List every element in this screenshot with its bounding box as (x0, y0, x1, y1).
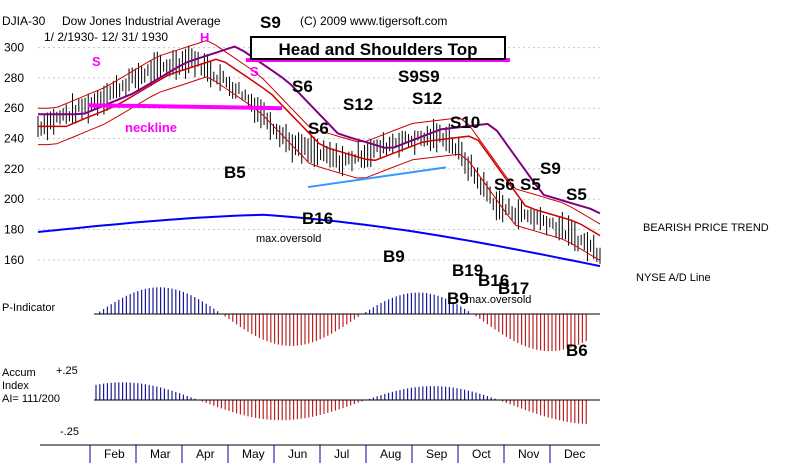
upper-band (38, 39, 601, 225)
signal-label: S6 (494, 175, 515, 194)
lower-band (38, 76, 601, 261)
signal-label: S6 (308, 119, 329, 138)
x-tick-label: May (242, 447, 265, 461)
signal-label: B9 (383, 247, 405, 266)
signal-label: S6 (292, 77, 313, 96)
y-tick-label: 280 (4, 71, 24, 85)
y-tick-label: 180 (4, 223, 24, 237)
accum-label: Accum (2, 367, 36, 379)
y-tick-label: 160 (4, 253, 24, 267)
x-tick-label: Sep (426, 447, 448, 461)
y-axis-ticks: 160 180 200 220 240 260 280 300 (4, 41, 24, 267)
neckline-line (87, 103, 283, 111)
signal-label: S9S9 (398, 67, 440, 86)
signal-label: B17 (498, 279, 529, 298)
y-tick-label: 240 (4, 132, 24, 146)
x-tick-label: Feb (104, 447, 125, 461)
long-moving-average (38, 45, 601, 215)
head-and-shoulders-title: Head and Shoulders Top (250, 36, 506, 60)
minus-label: -.25 (60, 426, 79, 438)
signal-label: B5 (224, 163, 246, 182)
index-label: Index (2, 380, 29, 392)
ai-label: AI= 111/200 (2, 393, 61, 405)
x-tick-label: Oct (472, 447, 491, 461)
moving-average (38, 58, 601, 237)
pattern-letter: S (250, 64, 259, 79)
signal-label: S9 (540, 159, 561, 178)
ticker-label: DJIA-30 (2, 14, 46, 28)
x-tick-label: Aug (380, 447, 401, 461)
signal-label: S12 (343, 95, 373, 114)
y-tick-label: 300 (4, 41, 24, 55)
x-tick-label: Dec (564, 447, 585, 461)
copyright: (C) 2009 www.tigersoft.com (300, 14, 448, 28)
oversold-label: max.oversold (466, 294, 531, 306)
signal-label: S5 (566, 185, 587, 204)
signal-label: B19 (452, 261, 483, 280)
pattern-letter: neckline (125, 120, 177, 135)
p-indicator-label: P-Indicator (2, 302, 56, 314)
index-name: Dow Jones Industrial Average (62, 14, 221, 28)
signal-label: S12 (412, 89, 442, 108)
bearish-label: BEARISH PRICE TREND (643, 222, 769, 234)
signal-label: B16 (478, 271, 509, 290)
plus-label: +.25 (56, 365, 78, 377)
signal-label: B6 (566, 341, 588, 360)
date-range: 1/ 2/1930- 12/ 31/ 1930 (44, 30, 169, 44)
moving-averages (37, 39, 601, 268)
grid (38, 47, 600, 261)
x-tick-label: Apr (196, 447, 215, 461)
pattern-letter: S (92, 54, 101, 69)
y-tick-label: 200 (4, 192, 24, 206)
signal-label: B16 (302, 209, 333, 228)
signal-label: B9 (447, 289, 469, 308)
support-line (307, 166, 447, 189)
nyse-ad-label: NYSE A/D Line (636, 272, 711, 284)
y-tick-label: 220 (4, 162, 24, 176)
y-tick-label: 260 (4, 101, 24, 115)
pattern-letter: H (200, 30, 209, 45)
x-tick-label: Jul (334, 447, 349, 461)
signal-label: S9 (260, 13, 281, 32)
x-tick-label: Mar (150, 447, 171, 461)
x-axis: Feb Mar Apr May Jun Jul Aug Sep Oct Nov Dec (40, 444, 600, 463)
x-tick-label: Jun (288, 447, 307, 461)
x-tick-label: Nov (518, 447, 539, 461)
signal-label: S10 (450, 113, 480, 132)
oversold-label: max.oversold (256, 233, 321, 245)
signal-label: S5 (520, 175, 541, 194)
indicator-panels (94, 287, 600, 424)
ad-line (37, 213, 601, 268)
